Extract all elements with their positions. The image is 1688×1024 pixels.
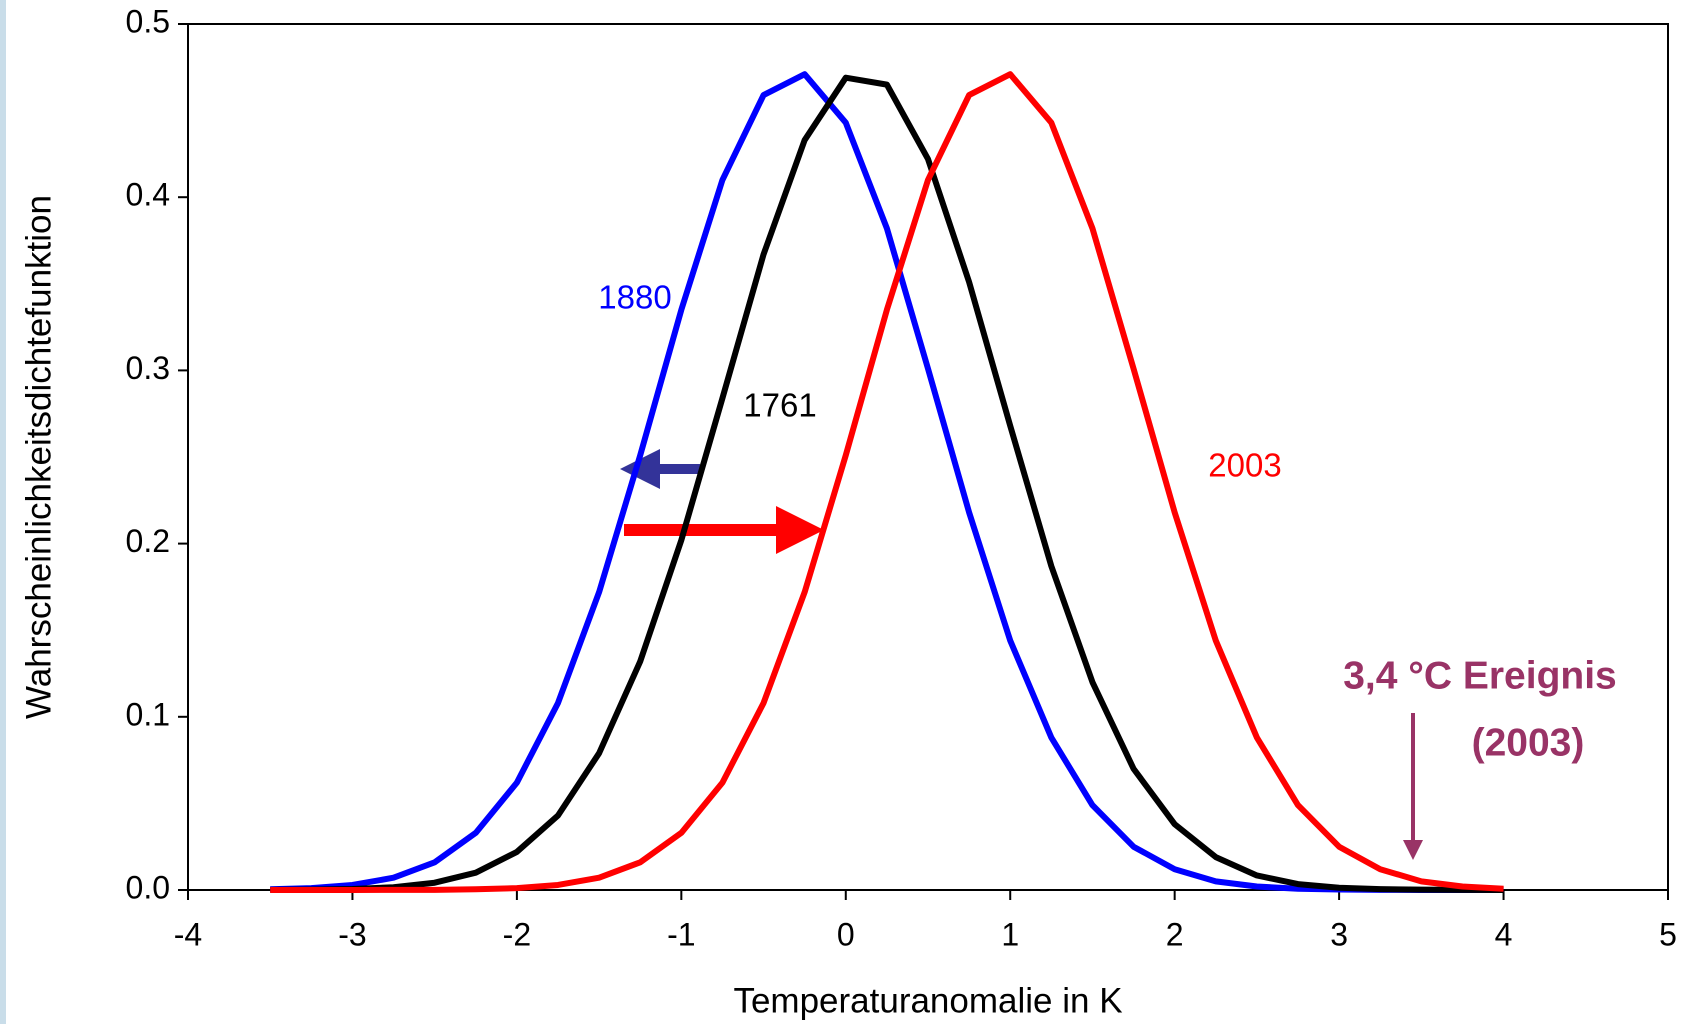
x-tick-label: -1 <box>667 916 695 952</box>
x-axis-title: Temperaturanomalie in K <box>733 981 1122 1020</box>
x-tick-label: 5 <box>1659 916 1677 952</box>
y-tick-label: 0.0 <box>126 869 170 905</box>
x-tick-label: -2 <box>503 916 531 952</box>
y-tick-label: 0.5 <box>126 3 170 39</box>
x-tick-label: -3 <box>338 916 366 952</box>
y-tick-label: 0.1 <box>126 696 170 732</box>
y-tick-label: 0.2 <box>126 523 170 559</box>
x-tick-label: 3 <box>1330 916 1348 952</box>
y-tick-label: 0.3 <box>126 350 170 386</box>
plot-frame <box>187 23 1669 891</box>
x-tick-label: 4 <box>1495 916 1513 952</box>
y-tick-label: 0.4 <box>126 177 170 213</box>
y-axis-title: Wahrscheinlichkeitsdichtefunktion <box>19 195 58 719</box>
data-line <box>270 71 1504 893</box>
left-border <box>0 0 6 1024</box>
series-label: 2003 <box>1208 447 1281 484</box>
data-line <box>270 74 1504 893</box>
x-tick-label: -4 <box>174 916 202 952</box>
x-tick-label: 0 <box>837 916 855 952</box>
x-tick-label: 2 <box>1166 916 1184 952</box>
data-line <box>270 71 1504 893</box>
series-label: 1761 <box>743 387 816 424</box>
x-tick-label: 1 <box>1001 916 1019 952</box>
annotation: 3,4 °C Ereignis <box>1343 654 1617 697</box>
annotation: (2003) <box>1472 721 1585 764</box>
series-label: 1880 <box>598 279 671 316</box>
